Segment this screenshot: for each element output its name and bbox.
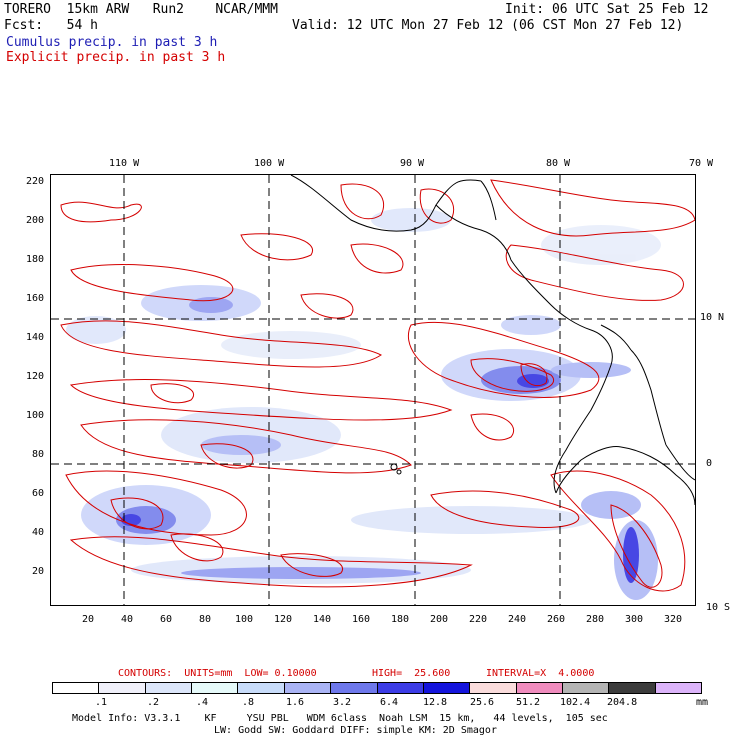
- lon-label-70w: 70 W: [689, 158, 714, 169]
- colorbar-swatch: [238, 683, 285, 693]
- galapagos-marker: [390, 463, 402, 475]
- coastlines: [290, 175, 695, 506]
- precip-map-svg: [51, 175, 695, 605]
- grid-x-180: 180: [391, 614, 410, 625]
- lat-label-0: 0: [706, 458, 713, 469]
- grid-x-140: 140: [313, 614, 332, 625]
- lat-lon-grid: [51, 175, 695, 605]
- grid-x-60: 60: [160, 614, 173, 625]
- grid-y-200: 200: [26, 215, 45, 226]
- colorbar-swatch: [377, 683, 424, 693]
- colorbar-label: 12.8: [423, 697, 448, 708]
- grid-y-60: 60: [32, 488, 45, 499]
- colorbar-label: 204.8: [607, 697, 638, 708]
- grid-x-200: 200: [430, 614, 449, 625]
- colorbar-swatch: [516, 683, 563, 693]
- colorbar-swatch: [99, 683, 146, 693]
- forecast-hour: Fcst: 54 h: [4, 18, 98, 33]
- grid-y-80: 80: [32, 449, 45, 460]
- grid-x-20: 20: [82, 614, 95, 625]
- explicit-precip-contours: [60, 179, 695, 592]
- colorbar-swatch: [53, 683, 100, 693]
- precip-map: [50, 174, 696, 606]
- grid-y-220: 220: [26, 176, 45, 187]
- colorbar-swatch: [609, 683, 656, 693]
- colorbar-label: 3.2: [333, 697, 352, 708]
- colorbar-swatch: [655, 683, 702, 693]
- grid-x-80: 80: [199, 614, 212, 625]
- valid-time: Valid: 12 UTC Mon 27 Feb 12 (06 CST Mon …: [292, 18, 684, 33]
- colorbar-swatch: [145, 683, 193, 693]
- lat-label-10s: 10 S: [706, 602, 731, 613]
- colorbar-label: 6.4: [380, 697, 399, 708]
- grid-x-320: 320: [664, 614, 683, 625]
- colorbar-label: 1.6: [286, 697, 305, 708]
- colorbar-swatch: [423, 683, 471, 693]
- colorbar-label: 51.2: [516, 697, 541, 708]
- precip-colorbar: [52, 682, 702, 694]
- colorbar-swatch: [470, 683, 517, 693]
- lon-label-100w: 100 W: [254, 158, 285, 169]
- model-info-line1: Model Info: V3.3.1 KF YSU PBL WDM 6class…: [72, 713, 608, 724]
- colorbar-unit: mm: [696, 697, 709, 708]
- grid-y-120: 120: [26, 371, 45, 382]
- grid-y-140: 140: [26, 332, 45, 343]
- cumulus-precip-shading: [66, 208, 661, 600]
- contour-interval: INTERVAL=X 4.0000: [486, 668, 595, 679]
- grid-x-40: 40: [121, 614, 134, 625]
- colorbar-swatch: [331, 683, 378, 693]
- init-time: Init: 06 UTC Sat 25 Feb 12: [505, 2, 709, 17]
- model-info-line2: LW: Godd SW: Goddard DIFF: simple KM: 2D…: [214, 725, 497, 736]
- grid-y-180: 180: [26, 254, 45, 265]
- colorbar-label: .1: [95, 697, 108, 708]
- grid-x-280: 280: [586, 614, 605, 625]
- lon-label-80w: 80 W: [546, 158, 571, 169]
- cumulus-legend: Cumulus precip. in past 3 h: [6, 35, 218, 50]
- grid-y-40: 40: [32, 527, 45, 538]
- colorbar-swatch: [562, 683, 610, 693]
- grid-x-100: 100: [235, 614, 254, 625]
- colorbar-label: .2: [147, 697, 160, 708]
- grid-y-160: 160: [26, 293, 45, 304]
- model-title: TORERO 15km ARW Run2 NCAR/MMM: [4, 2, 278, 17]
- lon-label-110w: 110 W: [109, 158, 140, 169]
- colorbar-label: 25.6: [470, 697, 495, 708]
- grid-x-160: 160: [352, 614, 371, 625]
- grid-y-100: 100: [26, 410, 45, 421]
- colorbar-label: 102.4: [560, 697, 591, 708]
- contour-units: CONTOURS: UNITS=mm LOW= 0.10000: [118, 668, 317, 679]
- lat-label-10n: 10 N: [700, 312, 725, 323]
- contour-high: HIGH= 25.600: [372, 668, 451, 679]
- lon-label-90w: 90 W: [400, 158, 425, 169]
- grid-x-260: 260: [547, 614, 566, 625]
- explicit-legend: Explicit precip. in past 3 h: [6, 50, 226, 65]
- colorbar-label: .8: [242, 697, 255, 708]
- grid-x-120: 120: [274, 614, 293, 625]
- grid-x-220: 220: [469, 614, 488, 625]
- colorbar-label: .4: [196, 697, 209, 708]
- grid-x-240: 240: [508, 614, 527, 625]
- colorbar-swatch: [284, 683, 332, 693]
- grid-x-300: 300: [625, 614, 644, 625]
- grid-y-20: 20: [32, 566, 45, 577]
- colorbar-swatch: [192, 683, 239, 693]
